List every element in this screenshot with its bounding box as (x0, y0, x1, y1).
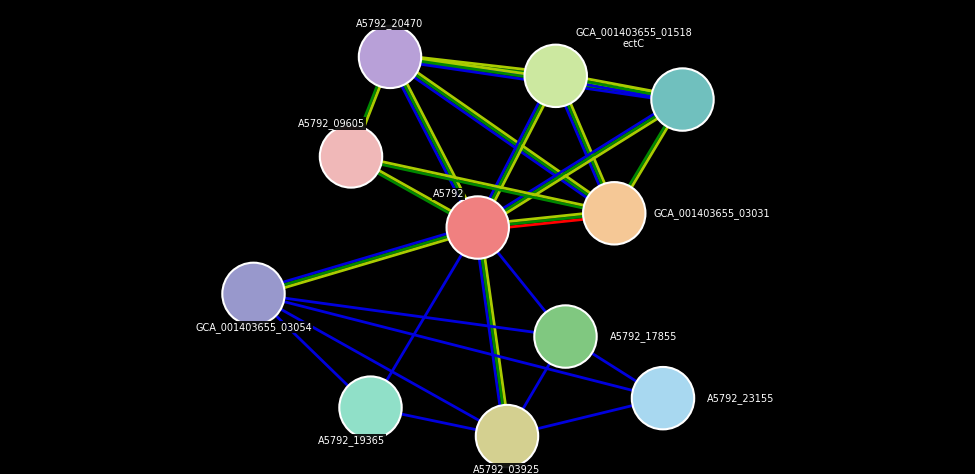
Text: A5792_03925: A5792_03925 (474, 464, 540, 474)
Text: A5792_19365: A5792_19365 (318, 435, 384, 447)
Ellipse shape (476, 405, 538, 467)
Ellipse shape (320, 125, 382, 188)
Text: A5792_09605: A5792_09605 (298, 118, 365, 129)
Ellipse shape (359, 26, 421, 88)
Text: A5792_23155: A5792_23155 (707, 392, 775, 404)
Ellipse shape (447, 196, 509, 259)
Text: GCA_001403655_03054: GCA_001403655_03054 (195, 321, 312, 333)
Text: GCA_001403655_03031: GCA_001403655_03031 (653, 208, 770, 219)
Text: A5792_17855: A5792_17855 (609, 331, 678, 342)
Ellipse shape (632, 367, 694, 429)
Text: A5792: A5792 (433, 189, 464, 200)
Ellipse shape (339, 376, 402, 439)
Ellipse shape (525, 45, 587, 107)
Ellipse shape (651, 68, 714, 131)
Text: GCA_001403655_01518
ectC: GCA_001403655_01518 ectC (575, 27, 692, 49)
Ellipse shape (583, 182, 645, 245)
Ellipse shape (222, 263, 285, 325)
Ellipse shape (534, 305, 597, 368)
Text: A5792_20470: A5792_20470 (357, 18, 423, 29)
